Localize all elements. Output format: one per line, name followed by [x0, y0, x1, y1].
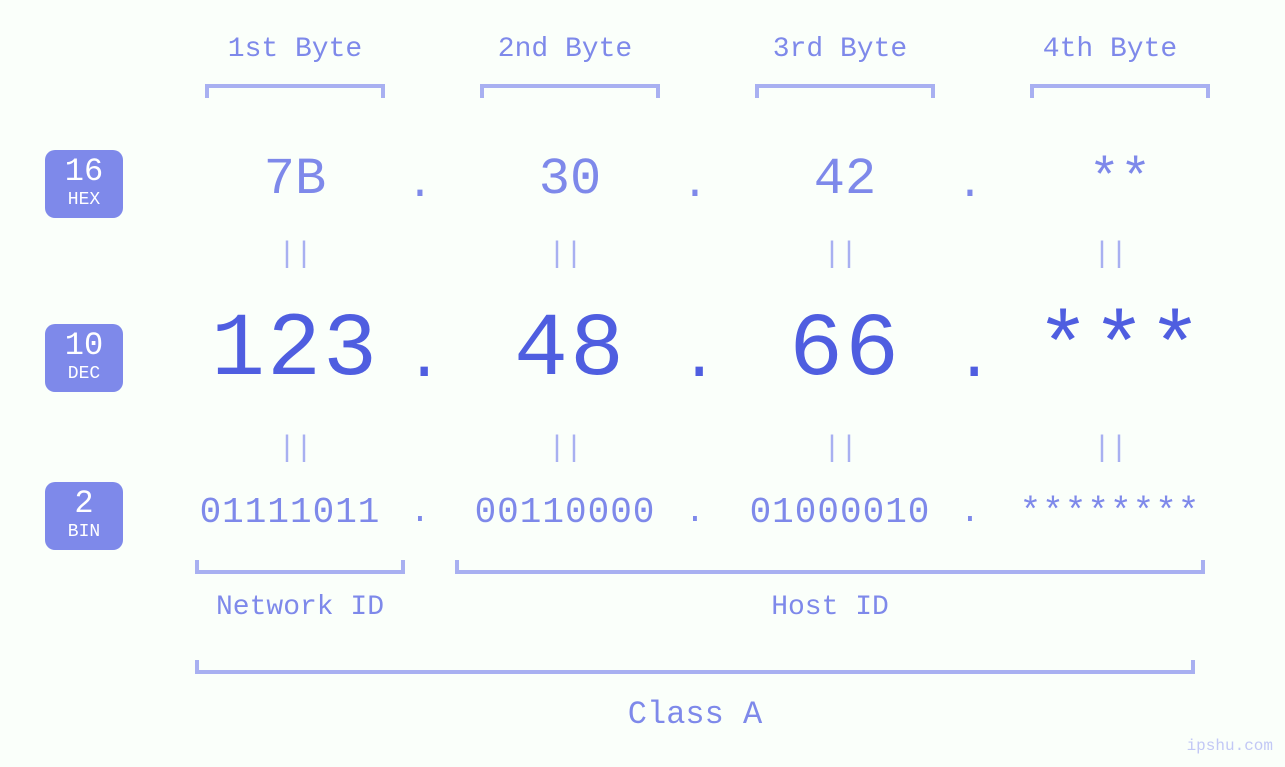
base-number-hex: 16 [45, 156, 123, 188]
equals-hex-dec-4: || [975, 238, 1245, 272]
hex-byte-2: 30 [460, 150, 680, 209]
watermark: ipshu.com [1187, 737, 1273, 755]
byte-label-4: 4th Byte [975, 34, 1245, 65]
hex-dot-1: . [405, 160, 435, 210]
equals-hex-dec-1: || [160, 238, 430, 272]
byte-label-2: 2nd Byte [430, 34, 700, 65]
byte-bracket-3 [755, 84, 935, 98]
base-badge-bin: 2 BIN [45, 482, 123, 550]
equals-hex-dec-3: || [705, 238, 975, 272]
ip-address-diagram: 1st Byte 2nd Byte 3rd Byte 4th Byte 16 H… [0, 0, 1285, 767]
dec-dot-1: . [405, 324, 435, 396]
base-number-dec: 10 [45, 330, 123, 362]
base-number-bin: 2 [45, 488, 123, 520]
byte-bracket-4 [1030, 84, 1210, 98]
equals-dec-bin-4: || [975, 432, 1245, 466]
equals-dec-bin-1: || [160, 432, 430, 466]
host-id-bracket [455, 560, 1205, 574]
hex-byte-3: 42 [735, 150, 955, 209]
dec-byte-3: 66 [735, 300, 955, 402]
class-bracket [195, 660, 1195, 674]
dec-byte-1: 123 [185, 300, 405, 402]
hex-dot-3: . [955, 160, 985, 210]
base-badge-hex: 16 HEX [45, 150, 123, 218]
byte-label-3: 3rd Byte [705, 34, 975, 65]
host-id-label: Host ID [455, 592, 1205, 623]
hex-byte-1: 7B [185, 150, 405, 209]
equals-dec-bin-2: || [430, 432, 700, 466]
dec-dot-3: . [955, 324, 985, 396]
equals-dec-bin-3: || [705, 432, 975, 466]
bin-byte-3: 01000010 [705, 492, 975, 533]
dec-dot-2: . [680, 324, 710, 396]
byte-bracket-2 [480, 84, 660, 98]
hex-byte-4: ** [1010, 150, 1230, 209]
network-id-label: Network ID [195, 592, 405, 623]
network-id-bracket [195, 560, 405, 574]
byte-label-1: 1st Byte [160, 34, 430, 65]
hex-dot-2: . [680, 160, 710, 210]
base-label-dec: DEC [45, 364, 123, 386]
dec-byte-2: 48 [460, 300, 680, 402]
bin-byte-2: 00110000 [430, 492, 700, 533]
class-label: Class A [195, 696, 1195, 733]
equals-hex-dec-2: || [430, 238, 700, 272]
base-label-hex: HEX [45, 190, 123, 212]
base-badge-dec: 10 DEC [45, 324, 123, 392]
byte-bracket-1 [205, 84, 385, 98]
dec-byte-4: *** [1010, 300, 1230, 402]
bin-byte-1: 01111011 [155, 492, 425, 533]
bin-byte-4: ******** [975, 492, 1245, 533]
base-label-bin: BIN [45, 522, 123, 544]
